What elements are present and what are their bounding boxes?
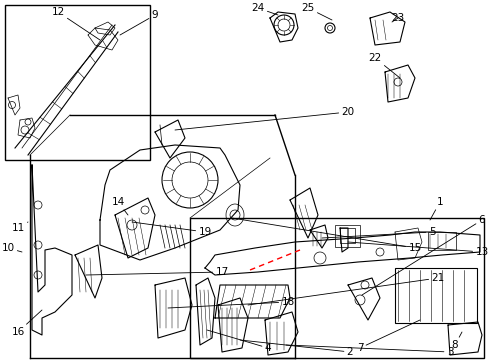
Text: 12: 12 <box>51 7 100 40</box>
Text: 4: 4 <box>206 330 271 353</box>
Bar <box>190 218 483 358</box>
Text: 11: 11 <box>11 222 28 233</box>
Text: 9: 9 <box>120 10 158 35</box>
Text: 5: 5 <box>321 227 434 238</box>
Text: 15: 15 <box>231 218 421 253</box>
Text: 7: 7 <box>356 320 419 353</box>
Text: 18: 18 <box>168 297 294 308</box>
Text: 17: 17 <box>86 267 228 277</box>
Text: 24: 24 <box>251 3 278 15</box>
Text: 22: 22 <box>367 53 399 78</box>
Text: 8: 8 <box>451 332 461 350</box>
Text: 20: 20 <box>175 107 354 130</box>
Bar <box>394 268 476 323</box>
Text: 1: 1 <box>429 197 443 220</box>
Bar <box>334 225 359 247</box>
Text: 3: 3 <box>285 345 452 357</box>
Bar <box>339 228 354 243</box>
Bar <box>5 5 150 160</box>
Text: 25: 25 <box>301 3 331 20</box>
Text: 14: 14 <box>111 197 128 215</box>
Text: 2: 2 <box>240 340 353 357</box>
Bar <box>427 232 455 250</box>
Text: 13: 13 <box>347 242 488 257</box>
Text: 19: 19 <box>132 222 211 237</box>
Text: 6: 6 <box>361 215 484 295</box>
Text: 16: 16 <box>11 310 42 337</box>
Text: 10: 10 <box>1 243 22 253</box>
Text: 23: 23 <box>390 13 404 23</box>
Text: 21: 21 <box>247 273 444 305</box>
